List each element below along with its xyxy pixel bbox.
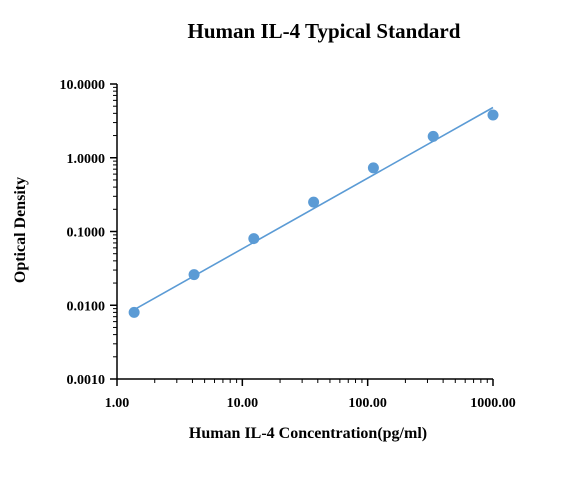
x-tick-label: 1000.00 [470, 396, 516, 411]
data-point [487, 109, 499, 121]
x-tick-label: 1.00 [105, 396, 130, 411]
x-tick-label: 100.00 [348, 396, 387, 411]
data-point [248, 233, 260, 245]
data-point [427, 130, 439, 142]
chart-title: Human IL-4 Typical Standard [188, 19, 461, 43]
y-tick-label: 0.0100 [67, 299, 106, 314]
data-points [128, 109, 499, 318]
x-axis-title: Human IL-4 Concentration(pg/ml) [189, 425, 427, 442]
data-point [308, 196, 320, 208]
y-tick-label: 10.0000 [60, 78, 106, 93]
x-tick-label: 10.00 [227, 396, 259, 411]
fit-line-group [133, 106, 494, 311]
data-point [188, 269, 200, 281]
data-point [367, 162, 379, 174]
y-tick-label: 1.0000 [67, 152, 106, 167]
y-axis-title: Optical Density [12, 177, 29, 283]
ticks: 0.0010 0.0100 0.1000 1.0000 10.0000 1.00 10.00… [60, 78, 516, 411]
y-tick-label: 0.0010 [67, 373, 106, 388]
y-tick-label: 0.1000 [67, 226, 106, 241]
axes [116, 84, 493, 380]
fit-line [133, 106, 494, 311]
data-point [128, 306, 140, 318]
